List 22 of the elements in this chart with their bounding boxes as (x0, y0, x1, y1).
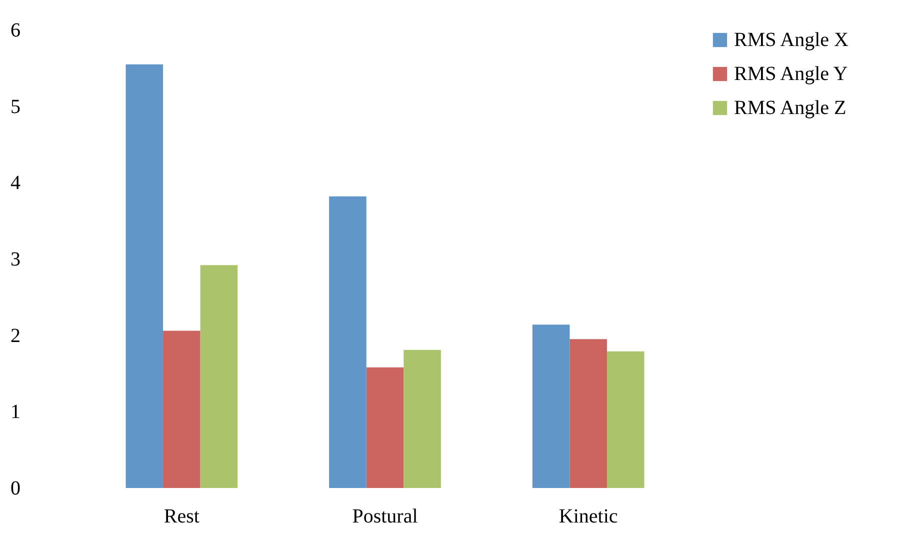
bar (606, 351, 644, 488)
y-tick-label: 4 (10, 172, 20, 194)
y-tick-label: 0 (10, 478, 20, 500)
legend-label: RMS Angle X (734, 29, 850, 51)
bar (404, 350, 441, 488)
y-tick-label: 3 (10, 248, 20, 270)
y-tick-label: 5 (10, 96, 20, 118)
bar (200, 265, 238, 488)
bar (329, 196, 366, 488)
x-tick-label: Kinetic (558, 506, 618, 528)
bar (570, 339, 607, 488)
bar (126, 64, 164, 488)
x-tick-label: Rest (164, 506, 200, 528)
y-tick-label: 6 (10, 20, 20, 42)
legend-label: RMS Angle Y (734, 63, 848, 85)
bar (532, 324, 570, 488)
y-tick-label: 1 (10, 401, 20, 424)
legend-label: RMS Angle Z (734, 97, 846, 119)
x-tick-label: Postural (352, 506, 418, 528)
bar (163, 330, 200, 488)
y-tick-label: 2 (10, 324, 20, 347)
bar (366, 367, 404, 488)
